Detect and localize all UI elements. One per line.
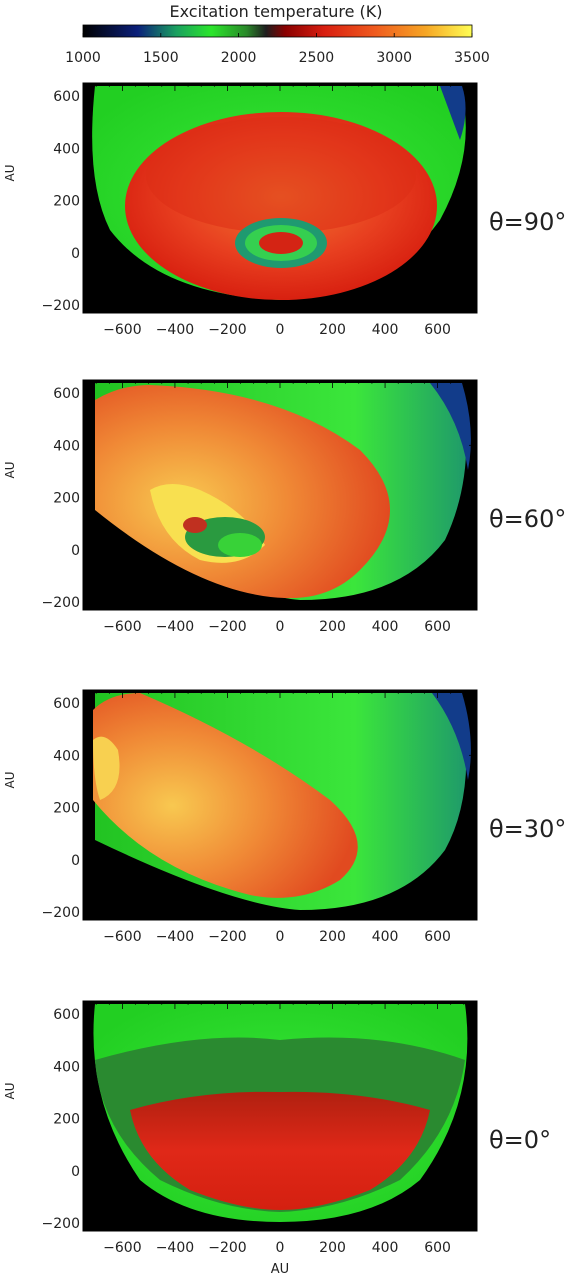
x-tick-label: 600: [424, 322, 451, 338]
x-tick-label: −400: [156, 619, 194, 635]
y-tick-label: 0: [71, 246, 80, 262]
y-tick-label: 600: [53, 89, 80, 105]
panel-axes-2: −600 −400 −200 0 200 400 600 −200 0 200 400 600 AU θ=…: [3, 689, 566, 945]
y-tick-label: 400: [53, 438, 80, 454]
colorbar-title: Excitation temperature (K): [170, 2, 383, 21]
panel-angle-label: θ=30°: [489, 815, 566, 843]
x-tick-label: 0: [276, 322, 285, 338]
y-axis-label: AU: [3, 772, 17, 789]
x-tick-label: 400: [372, 322, 399, 338]
x-tick-label: −400: [156, 322, 194, 338]
colorbar-tick-label: 3500: [454, 50, 490, 66]
x-tick-label: 600: [424, 929, 451, 945]
panel-axes-3: −600 −400 −200 0 200 400 600 −200 0 200 400 600 AU AU…: [3, 1000, 551, 1277]
y-axis-label: AU: [3, 462, 17, 479]
x-tick-label: 200: [319, 619, 346, 635]
y-tick-label: −200: [42, 298, 80, 314]
y-tick-label: 200: [53, 801, 80, 817]
y-tick-label: 0: [71, 543, 80, 559]
colorbar-tick-label: 1500: [143, 50, 179, 66]
y-tick-label: 0: [71, 853, 80, 869]
x-tick-label: 0: [276, 929, 285, 945]
x-tick-label: −600: [103, 929, 141, 945]
x-tick-label: −600: [103, 322, 141, 338]
panel-theta-60: [82, 379, 478, 611]
y-tick-label: 600: [53, 696, 80, 712]
y-tick-label: −200: [42, 595, 80, 611]
x-tick-label: 400: [372, 1240, 399, 1256]
heatmap-image: [95, 383, 471, 600]
x-tick-label: −200: [208, 929, 246, 945]
y-tick-label: 600: [53, 386, 80, 402]
x-tick-label: 200: [319, 1240, 346, 1256]
x-tick-label: −200: [208, 322, 246, 338]
x-tick-label: −200: [208, 619, 246, 635]
y-tick-label: 600: [53, 1007, 80, 1023]
colorbar-tick-label: 2000: [221, 50, 257, 66]
colorbar-tick-label: 2500: [299, 50, 335, 66]
y-tick-label: 400: [53, 141, 80, 157]
x-tick-label: 0: [276, 619, 285, 635]
axes-layer: −600 −400 −200 0 200 400 600 −200 0 200 400 600 AU θ=…: [3, 82, 566, 1277]
heatmap-image: [93, 693, 471, 910]
colorbar-gradient: [82, 24, 473, 38]
y-tick-label: 400: [53, 748, 80, 764]
panel-theta-0: [82, 1000, 478, 1232]
colorbar-tick-label: 3000: [376, 50, 412, 66]
panel-angle-label: θ=60°: [489, 505, 566, 533]
panel-axes-0: −600 −400 −200 0 200 400 600 −200 0 200 400 600 AU θ=…: [3, 82, 566, 338]
y-tick-label: 0: [71, 1164, 80, 1180]
x-tick-label: −600: [103, 1240, 141, 1256]
colorbar-tick-label: 1000: [65, 50, 101, 66]
panel-angle-label: θ=0°: [489, 1126, 551, 1154]
colorbar-ticks: 1000 1500 2000 2500 3000 3500: [65, 33, 490, 66]
x-tick-label: −200: [208, 1240, 246, 1256]
x-tick-label: −400: [156, 929, 194, 945]
x-tick-label: 400: [372, 929, 399, 945]
x-tick-label: −600: [103, 619, 141, 635]
x-axis-label: AU: [271, 1262, 289, 1277]
x-tick-label: −400: [156, 1240, 194, 1256]
y-tick-label: 200: [53, 194, 80, 210]
y-axis-label: AU: [3, 165, 17, 182]
colorbar: Excitation temperature (K) 1000 1500 2000 2…: [65, 2, 490, 66]
y-axis-label: AU: [3, 1083, 17, 1100]
y-tick-label: 200: [53, 491, 80, 507]
x-tick-label: 0: [276, 1240, 285, 1256]
heatmap-image: [92, 86, 466, 300]
y-tick-label: 400: [53, 1059, 80, 1075]
panel-theta-90: [82, 82, 478, 314]
x-tick-label: 600: [424, 1240, 451, 1256]
panel-theta-30: [82, 689, 478, 921]
x-tick-label: 200: [319, 929, 346, 945]
y-tick-label: −200: [42, 1216, 80, 1232]
x-tick-label: 200: [319, 322, 346, 338]
x-tick-label: 600: [424, 619, 451, 635]
panel-axes-1: −600 −400 −200 0 200 400 600 −200 0 200 400 600 AU θ=…: [3, 379, 566, 635]
y-tick-label: −200: [42, 905, 80, 921]
x-tick-label: 400: [372, 619, 399, 635]
y-tick-label: 200: [53, 1112, 80, 1128]
heatmap-image: [93, 1004, 468, 1222]
panel-angle-label: θ=90°: [489, 208, 566, 236]
